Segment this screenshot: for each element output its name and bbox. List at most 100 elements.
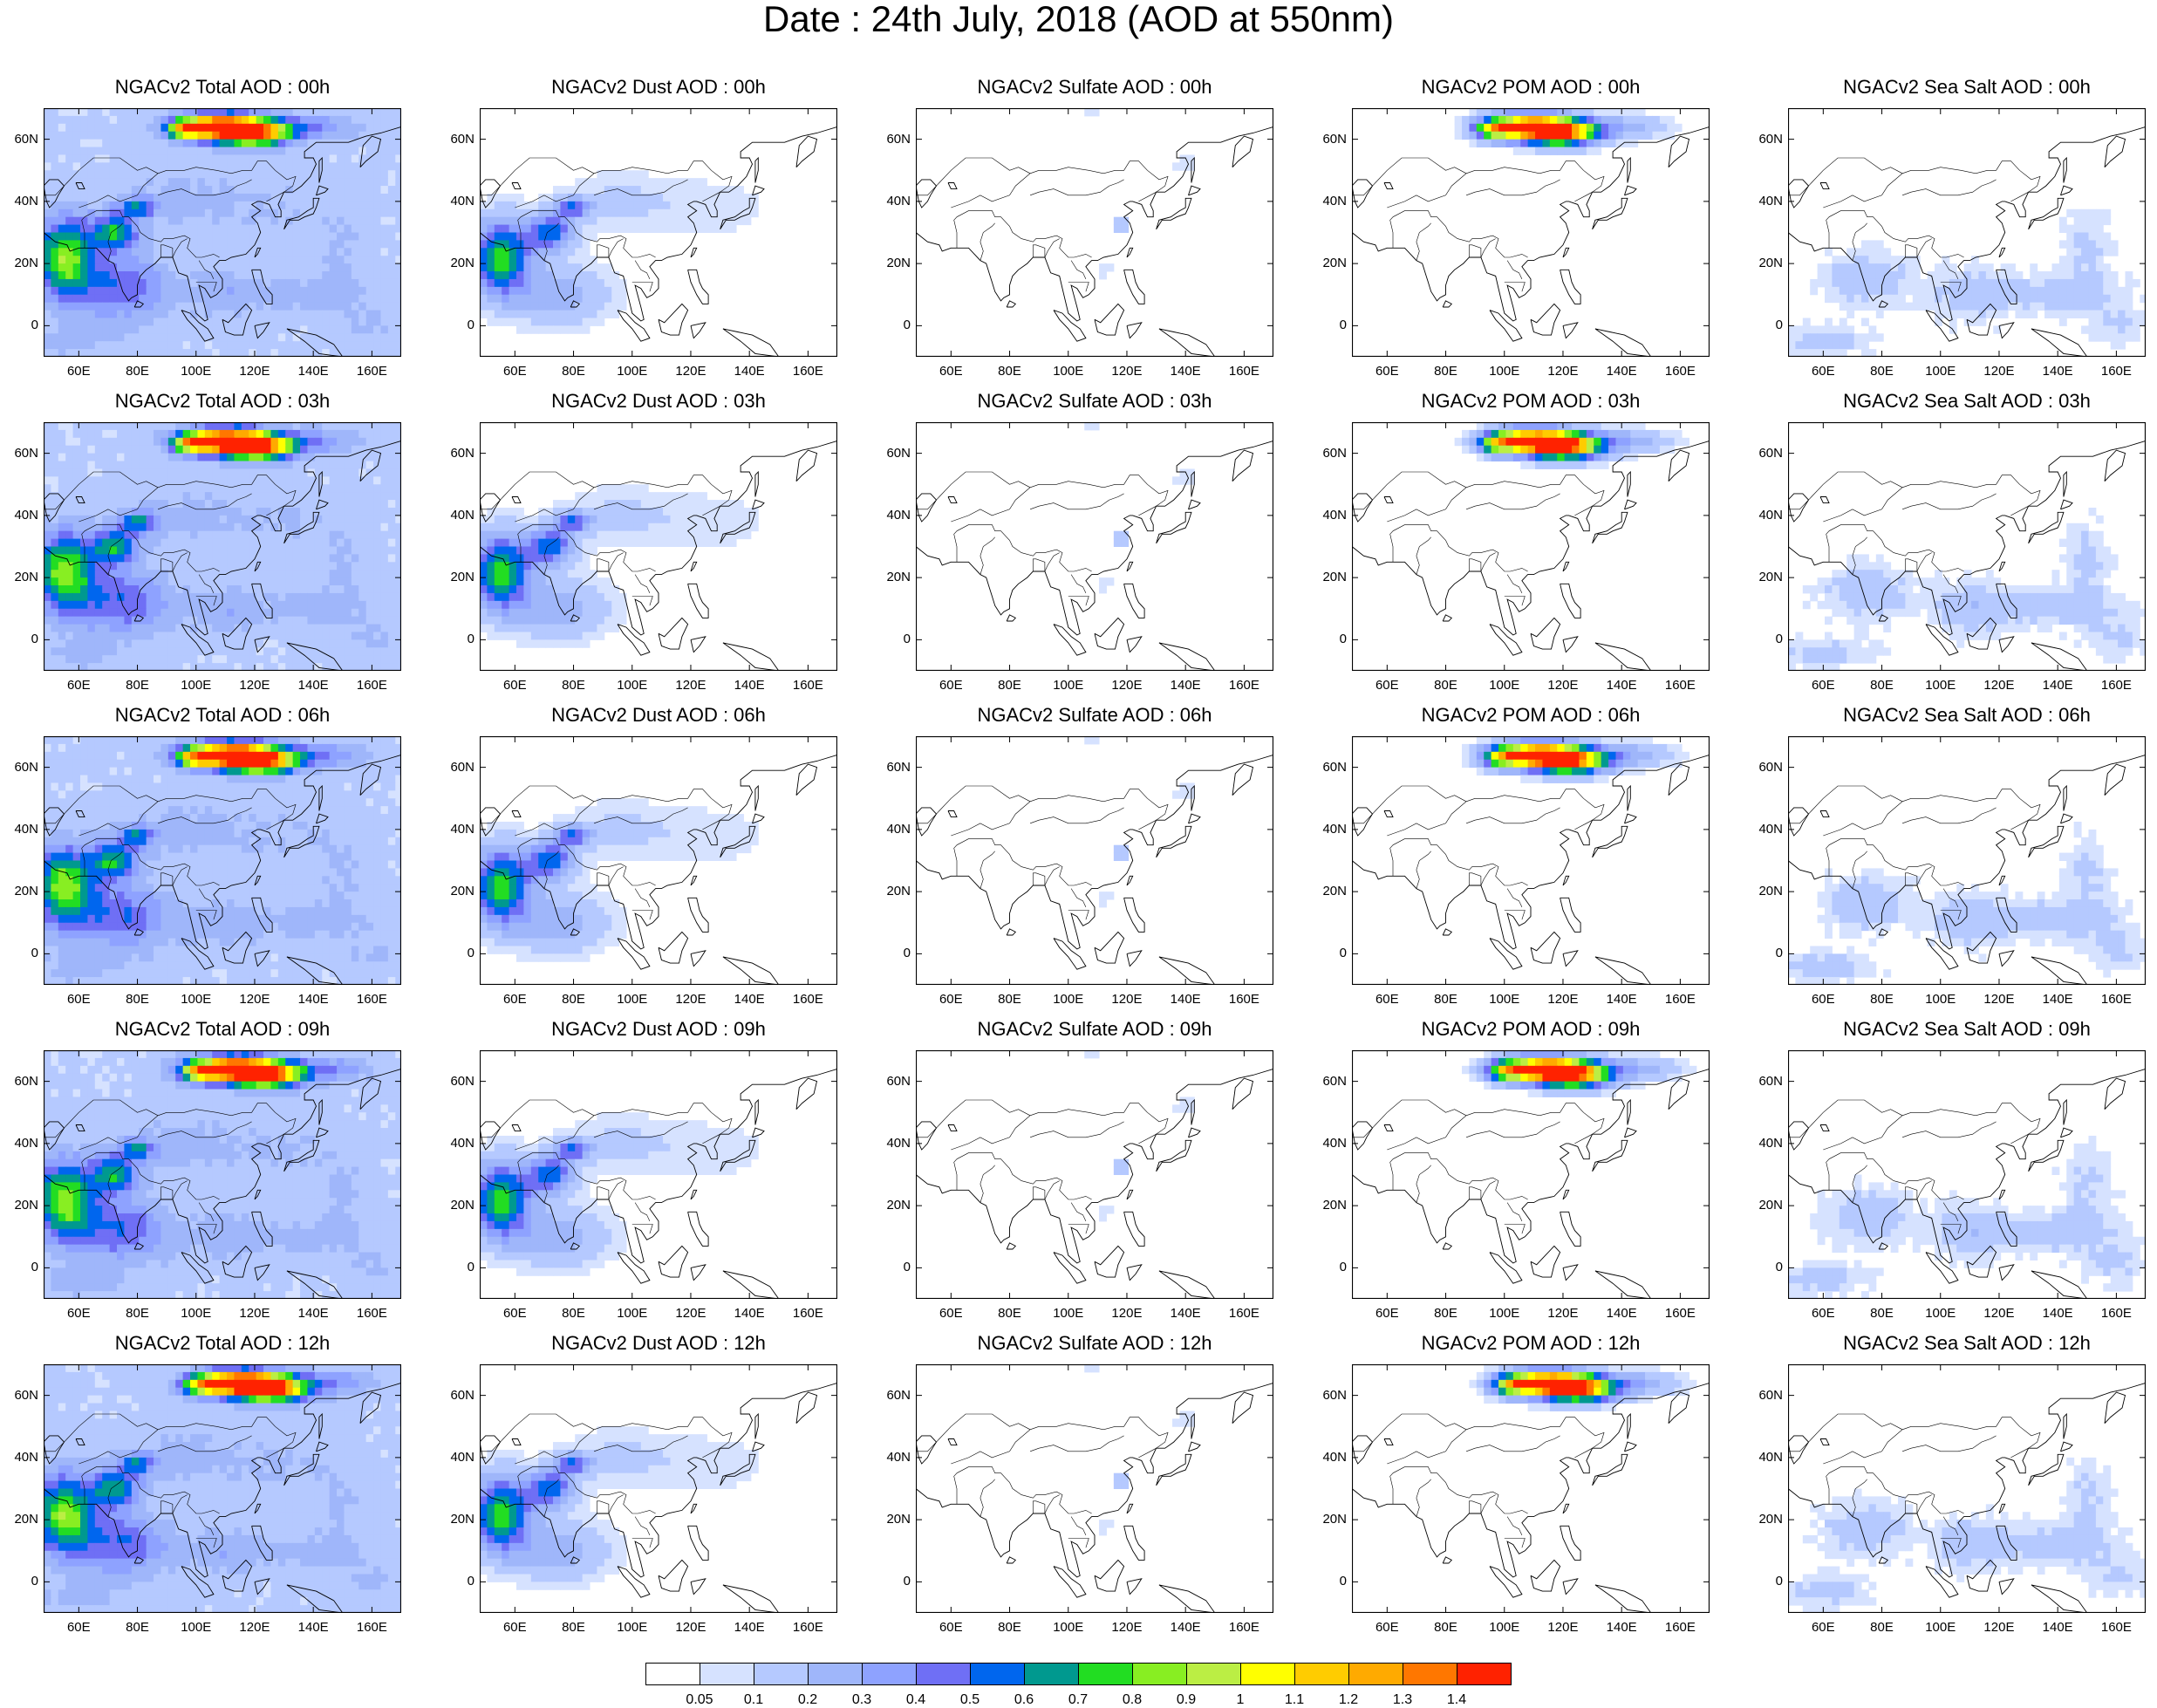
main-title: Date : 24th July, 2018 (AOD at 550nm)	[0, 0, 2157, 38]
lat-tick-label: 20N	[1758, 1513, 1783, 1527]
lat-tick-label: 0	[31, 1575, 38, 1588]
lon-tick-label: 140E	[1600, 1307, 1643, 1321]
colorbar-swatch	[1294, 1663, 1349, 1685]
lat-tick-label: 60N	[1322, 133, 1347, 147]
lat-tick-label: 20N	[1322, 885, 1347, 898]
lon-tick-label: 100E	[611, 993, 654, 1007]
lat-tick-label: 20N	[14, 1513, 38, 1527]
lon-tick-label: 140E	[727, 1621, 771, 1635]
lat-tick-label: 0	[904, 946, 911, 960]
lat-tick-label: 0	[468, 632, 474, 646]
lon-tick-label: 140E	[2036, 1307, 2079, 1321]
lon-tick-label: 160E	[2094, 1621, 2138, 1635]
lon-tick-label: 60E	[1801, 993, 1845, 1007]
lon-tick-label: 160E	[350, 1621, 393, 1635]
colorbar-label: 0.3	[840, 1692, 884, 1708]
aod-map-svg	[1788, 1364, 2146, 1613]
lat-tick-label: 20N	[14, 256, 38, 270]
lon-tick-label: 120E	[669, 993, 713, 1007]
lon-tick-label: 160E	[786, 365, 829, 379]
aod-map	[916, 108, 1273, 357]
lon-tick-label: 140E	[2036, 365, 2079, 379]
lat-tick-label: 60N	[886, 133, 911, 147]
lat-tick-label: 60N	[450, 1075, 474, 1089]
panel-title: NGACv2 Total AOD : 03h	[0, 391, 401, 412]
lat-tick-label: 40N	[886, 823, 911, 837]
lat-tick-label: 20N	[886, 1513, 911, 1527]
lon-tick-label: 120E	[233, 1307, 276, 1321]
lat-tick-label: 40N	[886, 195, 911, 208]
colorbar-swatch	[1240, 1663, 1295, 1685]
aod-map-svg	[916, 108, 1273, 357]
lat-tick-label: 60N	[14, 447, 38, 461]
lon-tick-label: 60E	[57, 1307, 100, 1321]
aod-map-svg	[480, 108, 837, 357]
colorbar-label: 0.2	[786, 1692, 829, 1708]
panel-title: NGACv2 Dust AOD : 00h	[436, 77, 837, 98]
lat-tick-label: 20N	[1322, 570, 1347, 584]
lon-tick-label: 80E	[116, 1307, 160, 1321]
colorbar-swatch	[1024, 1663, 1079, 1685]
lon-tick-label: 120E	[1977, 993, 2021, 1007]
colorbar-swatch	[1132, 1663, 1187, 1685]
panel-title: NGACv2 Total AOD : 09h	[0, 1019, 401, 1040]
lat-tick-label: 60N	[14, 1389, 38, 1403]
lat-tick-label: 40N	[450, 1451, 474, 1465]
lat-tick-label: 40N	[886, 1451, 911, 1465]
aod-map	[1788, 1050, 2146, 1299]
lon-tick-label: 120E	[669, 679, 713, 693]
lon-tick-label: 100E	[174, 1621, 218, 1635]
lon-tick-label: 100E	[174, 365, 218, 379]
lon-tick-label: 120E	[233, 993, 276, 1007]
lat-tick-label: 20N	[450, 1513, 474, 1527]
colorbar-label: 1	[1218, 1692, 1262, 1708]
lon-tick-label: 80E	[1860, 365, 1904, 379]
lat-tick-label: 0	[468, 318, 474, 332]
lat-tick-label: 20N	[886, 1199, 911, 1213]
lat-tick-label: 40N	[1322, 823, 1347, 837]
lon-tick-label: 140E	[1164, 1307, 1207, 1321]
aod-map-svg	[44, 422, 401, 671]
colorbar-swatch	[970, 1663, 1025, 1685]
lat-tick-label: 0	[31, 318, 38, 332]
lon-tick-label: 100E	[611, 365, 654, 379]
lon-tick-label: 80E	[116, 1621, 160, 1635]
aod-map	[916, 422, 1273, 671]
aod-map	[1352, 1364, 1710, 1613]
lon-tick-label: 160E	[1658, 365, 1702, 379]
colorbar-label: 0.7	[1056, 1692, 1100, 1708]
lon-tick-label: 120E	[1541, 1621, 1585, 1635]
lon-tick-label: 60E	[1801, 1621, 1845, 1635]
lat-tick-label: 0	[468, 1575, 474, 1588]
lon-tick-label: 140E	[727, 679, 771, 693]
lon-tick-label: 60E	[493, 1307, 536, 1321]
lat-tick-label: 20N	[886, 885, 911, 898]
aod-map-svg	[1788, 422, 2146, 671]
lon-tick-label: 100E	[1919, 679, 1962, 693]
lon-tick-label: 140E	[1164, 679, 1207, 693]
lon-tick-label: 160E	[1222, 679, 1266, 693]
lon-tick-label: 80E	[1424, 1621, 1468, 1635]
lat-tick-label: 60N	[1758, 1389, 1783, 1403]
lon-tick-label: 160E	[1222, 1307, 1266, 1321]
lon-tick-label: 120E	[669, 1307, 713, 1321]
lat-tick-label: 40N	[1758, 1137, 1783, 1151]
lat-tick-label: 40N	[450, 509, 474, 523]
aod-map-svg	[44, 1364, 401, 1613]
aod-map-svg	[916, 422, 1273, 671]
lat-tick-label: 20N	[886, 256, 911, 270]
lon-tick-label: 60E	[493, 365, 536, 379]
lon-tick-label: 100E	[1483, 679, 1526, 693]
lon-tick-label: 100E	[1047, 365, 1090, 379]
lon-tick-label: 60E	[57, 1621, 100, 1635]
colorbar-label: 1.3	[1381, 1692, 1424, 1708]
lat-tick-label: 20N	[14, 1199, 38, 1213]
